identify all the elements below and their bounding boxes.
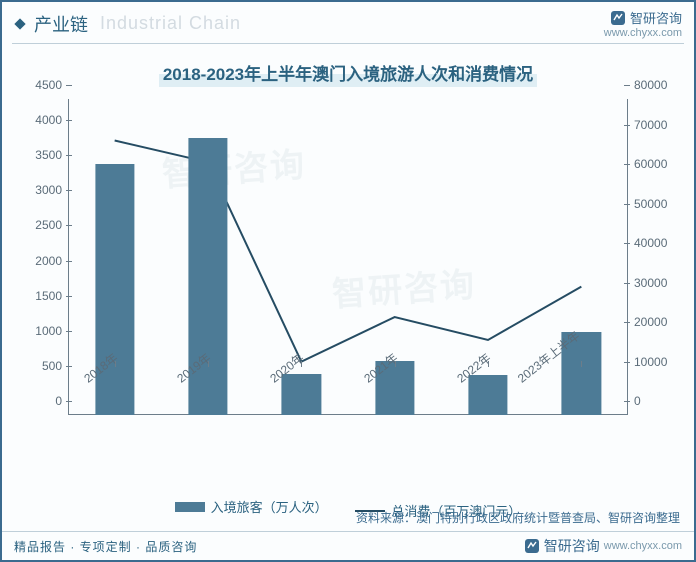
footer-brand-url: www.chyxx.com [604, 540, 682, 552]
left-ytick: 0 [20, 394, 66, 408]
chart-area: 050010001500200025003000350040004500 010… [20, 95, 676, 435]
left-ytick: 4500 [20, 78, 66, 92]
brand-logo-icon [524, 538, 540, 554]
footer-brand-name: 智研咨询 [544, 536, 600, 556]
right-ytick: 10000 [630, 355, 676, 369]
line-series [115, 140, 582, 361]
footer: 精品报告 · 专项定制 · 品质咨询 智研咨询 www.chyxx.com [2, 531, 694, 560]
y-axis-right: 0100002000030000400005000060000700008000… [630, 99, 676, 415]
right-ytick: 0 [630, 394, 676, 408]
y-axis-left: 050010001500200025003000350040004500 [20, 99, 66, 415]
chart-title: 2018-2023年上半年澳门入境旅游人次和消费情况 [159, 58, 537, 87]
legend-item-bar: 入境旅客（万人次） [175, 497, 328, 516]
right-ytick: 30000 [630, 276, 676, 290]
brand-name: 智研咨询 [630, 8, 682, 27]
right-ytick: 40000 [630, 236, 676, 250]
left-ytick: 3000 [20, 183, 66, 197]
left-ytick: 1500 [20, 289, 66, 303]
header-right: 智研咨询 www.chyxx.com [604, 8, 682, 39]
header-left: 产业链 Industrial Chain [14, 11, 241, 37]
right-ytick: 60000 [630, 157, 676, 171]
left-ytick: 2500 [20, 218, 66, 232]
brand-logo-icon [610, 10, 626, 26]
brand-url: www.chyxx.com [604, 27, 682, 39]
legend-bar-label: 入境旅客（万人次） [211, 497, 328, 516]
footer-right: 智研咨询 www.chyxx.com [524, 536, 682, 556]
right-ytick: 70000 [630, 118, 676, 132]
header: 产业链 Industrial Chain 智研咨询 www.chyxx.com [2, 2, 694, 43]
legend-swatch-bar-icon [175, 502, 205, 512]
header-divider [12, 43, 684, 44]
section-shadow: Industrial Chain [100, 13, 241, 34]
left-ytick: 500 [20, 359, 66, 373]
right-ytick: 80000 [630, 78, 676, 92]
footer-tagline: 精品报告 · 专项定制 · 品质咨询 [14, 538, 197, 555]
x-axis: 2018年2019年2020年2021年2022年2023年上半年 [68, 373, 628, 443]
left-ytick: 2000 [20, 254, 66, 268]
page: 产业链 Industrial Chain 智研咨询 www.chyxx.com … [0, 0, 696, 562]
left-ytick: 1000 [20, 324, 66, 338]
section-label: 产业链 [34, 11, 88, 37]
left-ytick: 4000 [20, 113, 66, 127]
diamond-icon [14, 18, 26, 30]
brand-row: 智研咨询 [604, 8, 682, 27]
source-line: 资料来源：澳门特别行政区政府统计暨普查局、智研咨询整理 [356, 509, 680, 526]
right-ytick: 50000 [630, 197, 676, 211]
right-ytick: 20000 [630, 315, 676, 329]
chart-title-wrap: 2018-2023年上半年澳门入境旅游人次和消费情况 [2, 58, 694, 87]
left-ytick: 3500 [20, 148, 66, 162]
x-tickmark [581, 361, 582, 367]
